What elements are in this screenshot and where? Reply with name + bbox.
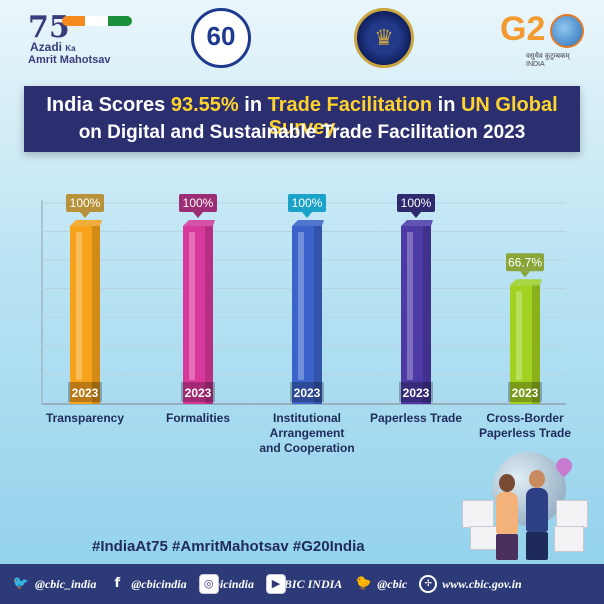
bar-group: 100% 2023 Paperless Trade [370,194,462,425]
bar-highlight [76,232,82,380]
azadi-text: Azadi Ka [30,40,76,54]
globe-icon: ✢ [419,575,438,593]
value-label: 100% [183,196,214,210]
instagram-handle[interactable]: ◎ @cbicindia [198,574,254,594]
globe-lotus-icon [550,14,584,48]
bar-cap [292,220,324,226]
g20-india-logo: G2 वसुधैव कुटुम्बकम् INDIA [498,10,588,68]
bar [183,226,213,404]
bar-cap [70,220,102,226]
bar-group: 100% 2023 Formalities [166,194,230,425]
bar-highlight [298,232,304,380]
category-label: Institutional [273,411,341,425]
koo-handle[interactable]: 🐤 @cbic [355,576,408,591]
hashtags: #IndiaAt75 #AmritMahotsav #G20India [92,538,365,555]
bar-shade [205,226,213,404]
base-year-label: 2023 [512,386,539,400]
value-label: 66.7% [508,255,542,269]
facebook-icon: f [114,576,121,591]
bar-shade [314,226,322,404]
category-label: Paperless Trade [370,411,462,425]
base-label-box [508,382,542,402]
base-label-box [68,382,102,402]
handshake-person-legs [496,534,518,560]
azadi-ka-amrit-mahotsav-logo: 75 Azadi Ka Amrit Mahotsav [24,10,134,70]
base-year-label: 2023 [185,386,212,400]
base-year-label: 2023 [72,386,99,400]
value-label: 100% [292,196,323,210]
category-label: Transparency [46,411,124,425]
social-footer: 🐦 @cbic_india f @cbicindia ◎ @cbicindia ▶ @C… [0,564,604,604]
person-head [529,470,545,488]
value-label-pointer [520,271,530,278]
bar-highlight [407,232,413,380]
base-label-box [181,382,215,402]
website-link[interactable]: ✢ www.cbic.gov.in [419,575,522,593]
bar-shade [423,226,431,404]
flag-swoosh-icon [62,16,132,26]
base-label-box [399,382,433,402]
value-label-box [397,194,435,212]
bar-highlight [516,291,522,380]
cbic-60-years-logo: 60 [191,8,251,68]
twitter-handle[interactable]: 🐦 @cbic_india [12,576,97,591]
bar-shade [532,285,540,404]
value-label-pointer [80,212,90,218]
bar-cap [510,279,542,286]
category-label: Paperless Trade [479,426,571,440]
bar [401,226,431,404]
title-line-2: on Digital and Sustainable Trade Facilit… [78,122,526,143]
bar-cap [183,220,215,226]
value-label-box [506,253,544,272]
twitter-icon: 🐦 [12,576,30,591]
parcel-box [554,526,584,552]
handshake-person [526,488,548,532]
value-label-box [179,194,217,212]
base-year-label: 2023 [294,386,321,400]
amrit-mahotsav-text: Amrit Mahotsav [28,54,111,66]
emblem-icon: ♛ [374,25,394,50]
bar [510,285,540,404]
category-label: Formalities [166,411,230,425]
value-label-box [288,194,326,212]
title-line-1: India Scores 93.55% in Trade Facilitatio… [46,94,558,139]
youtube-icon: ▶ [265,574,286,594]
category-label: and Cooperation [259,441,354,455]
value-label: 100% [401,196,432,210]
bar [70,226,100,404]
cbic-emblem-logo: ♛ [354,8,414,68]
bar-highlight [189,232,195,380]
parcel-box [556,500,588,528]
instagram-icon: ◎ [198,574,219,594]
parcel-box [462,500,494,528]
value-label: 100% [70,196,101,210]
koo-icon: 🐤 [355,576,372,591]
base-year-label: 2023 [403,386,430,400]
value-label-pointer [411,212,421,218]
category-label: Arrangement [270,426,345,440]
value-label-pointer [302,212,312,218]
parcel-box [470,526,498,550]
handshake-person-legs [526,532,548,560]
category-label: Cross-Border [486,411,564,425]
value-label-box [66,194,104,212]
handshake-person [496,492,518,534]
facebook-handle[interactable]: f @cbicindia [108,575,186,593]
bar-cap [401,220,433,226]
base-label-box [290,382,324,402]
youtube-handle[interactable]: ▶ @CBIC INDIA [265,574,342,594]
bars: 100%2023Transparency100%2023Formalities1… [46,194,571,455]
value-label-pointer [193,212,203,218]
title-banner: India Scores 93.55% in Trade Facilitatio… [24,86,580,152]
bar-shade [92,226,100,404]
bar [292,226,322,404]
person-head [499,474,515,492]
bar-group: 100% 2023 Transparency [46,194,124,425]
